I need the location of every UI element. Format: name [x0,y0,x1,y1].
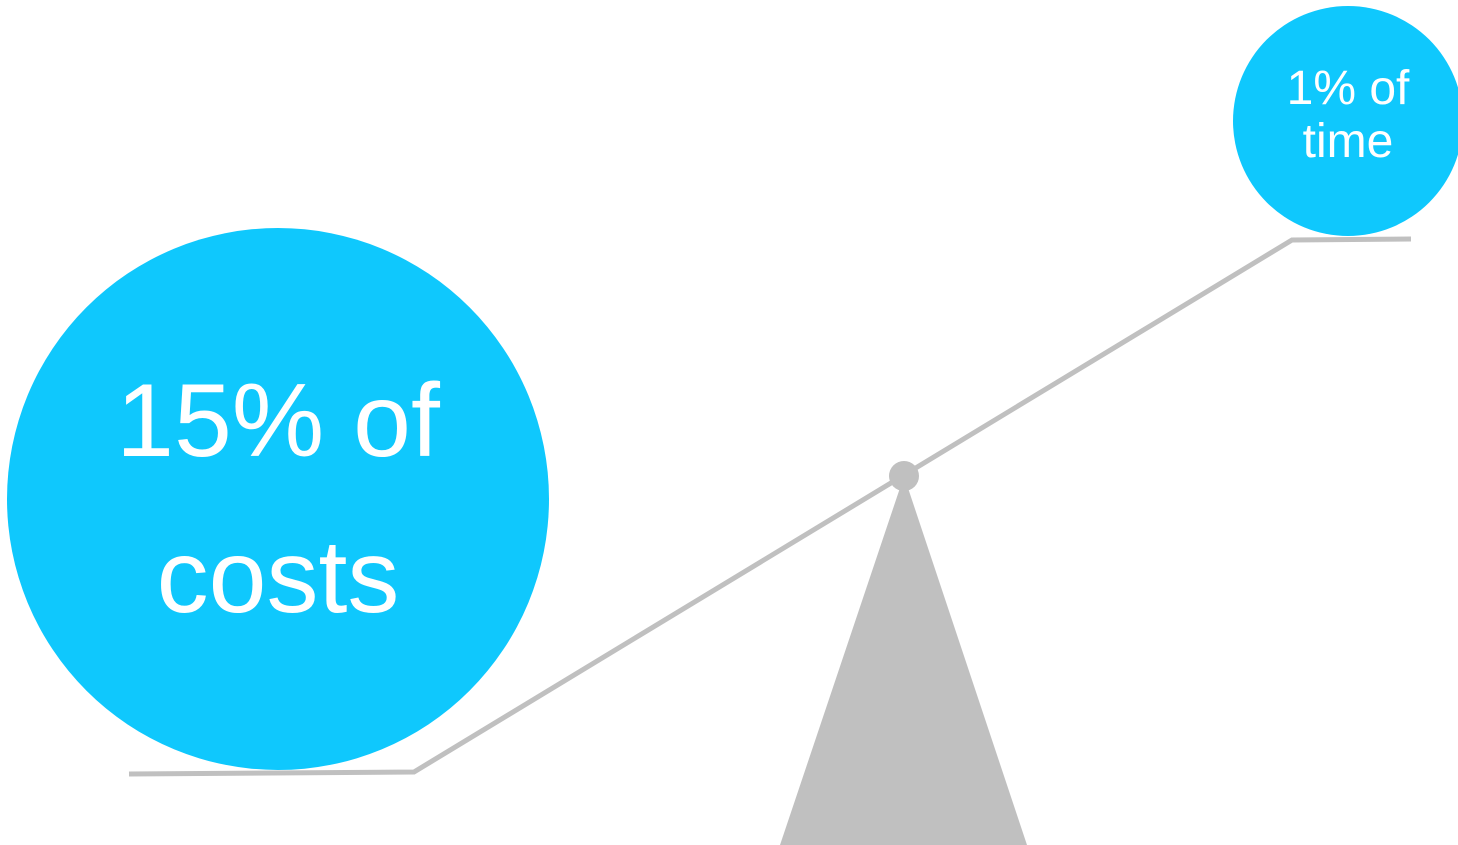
fulcrum [780,476,1027,845]
pivot-point [889,461,919,491]
right-weight-bubble: 1% of time [1233,6,1458,236]
seesaw-beam [128,236,1412,777]
left-weight-bubble: 15% of costs [7,228,549,770]
left-weight-label: 15% of costs [116,363,440,635]
right-weight-label: 1% of time [1286,62,1410,168]
